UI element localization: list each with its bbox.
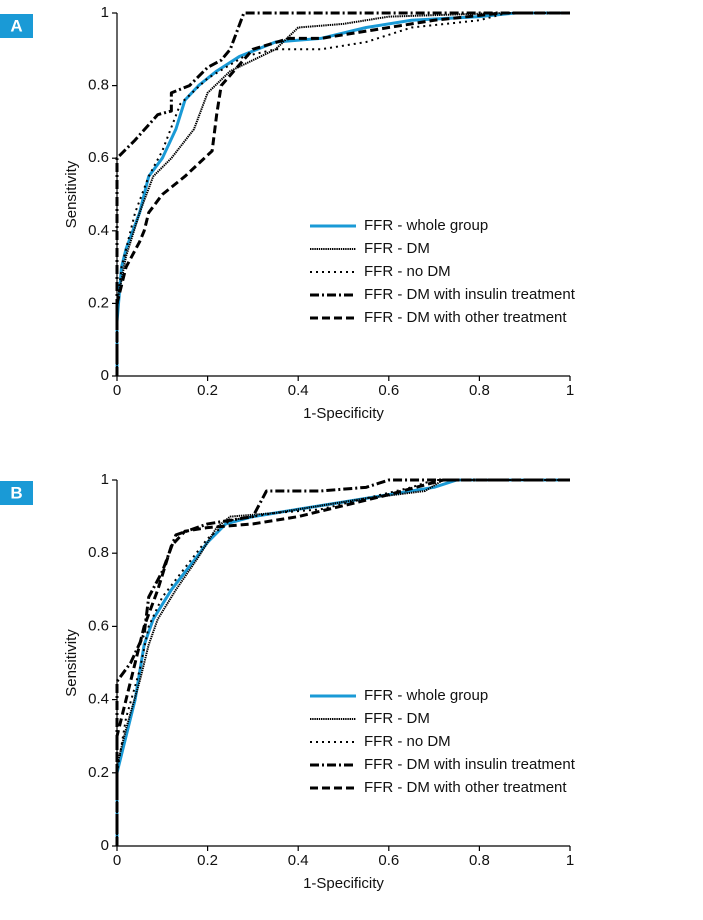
x-tick-label: 0.4 (288, 852, 309, 869)
x-tick-label: 0.8 (469, 382, 490, 399)
y-axis-label: Sensitivity (63, 160, 80, 228)
x-tick-label: 0.6 (378, 382, 399, 399)
x-tick-label: 0 (113, 382, 121, 399)
legend-label: FFR - whole group (364, 217, 488, 234)
legend-label: FFR - DM with other treatment (364, 779, 567, 796)
roc-curve (116, 12, 570, 376)
legend-label: FFR - DM with other treatment (364, 309, 567, 326)
y-tick-label: 0.2 (88, 294, 109, 311)
legend-label: FFR - DM (364, 710, 430, 727)
panel-label: B (10, 483, 22, 502)
roc-curve (115, 478, 570, 846)
x-axis-label: 1-Specificity (303, 405, 384, 422)
y-axis-label: Sensitivity (63, 629, 80, 697)
legend-label: FFR - DM with insulin treatment (364, 286, 576, 303)
x-axis-label: 1-Specificity (303, 875, 384, 892)
panel-label: A (10, 16, 22, 35)
y-tick-label: 0.2 (88, 764, 109, 781)
y-tick-label: 0.8 (88, 77, 109, 94)
legend-label: FFR - DM with insulin treatment (364, 756, 576, 773)
x-tick-label: 1 (566, 852, 574, 869)
y-tick-label: 1 (101, 4, 109, 21)
x-tick-label: 0.4 (288, 382, 309, 399)
x-tick-label: 0.8 (469, 852, 490, 869)
y-tick-label: 0.4 (88, 691, 109, 708)
y-tick-label: 1 (101, 471, 109, 488)
legend-label: FFR - no DM (364, 733, 451, 750)
x-tick-label: 0.2 (197, 852, 218, 869)
legend-label: FFR - whole group (364, 687, 488, 704)
x-tick-label: 1 (566, 382, 574, 399)
y-tick-label: 0.6 (88, 617, 109, 634)
roc-curve (116, 479, 570, 846)
roc-curve (115, 478, 570, 846)
x-tick-label: 0.2 (197, 382, 218, 399)
panel-label-box (0, 481, 33, 505)
x-tick-label: 0 (113, 852, 121, 869)
y-tick-label: 0 (101, 367, 109, 384)
roc-curve (115, 11, 570, 376)
y-tick-label: 0.6 (88, 149, 109, 166)
y-tick-label: 0.8 (88, 544, 109, 561)
legend-label: FFR - no DM (364, 263, 451, 280)
panel-label-box (0, 14, 33, 38)
legend-label: FFR - DM (364, 240, 430, 257)
roc-curve (116, 479, 570, 846)
y-tick-label: 0.4 (88, 222, 109, 239)
roc-curve (115, 11, 570, 376)
y-tick-label: 0 (101, 837, 109, 854)
x-tick-label: 0.6 (378, 852, 399, 869)
